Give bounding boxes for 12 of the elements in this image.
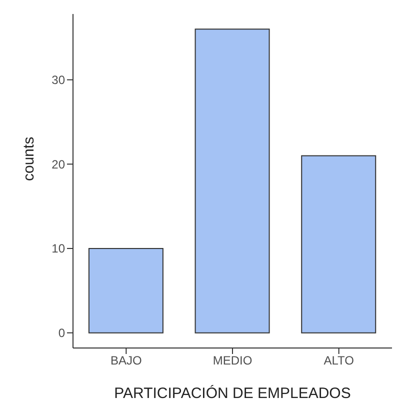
- x-axis-title: PARTICIPACIÓN DE EMPLEADOS: [114, 384, 351, 402]
- bar: [194, 28, 270, 334]
- y-tick-label: 30: [52, 73, 66, 88]
- bar: [301, 155, 376, 334]
- x-tick-label: ALTO: [324, 354, 354, 368]
- bar: [88, 248, 164, 334]
- x-tick-label: MEDIO: [212, 354, 252, 368]
- y-axis-title: counts: [20, 136, 38, 181]
- x-tick-label: BAJO: [110, 354, 142, 368]
- y-tick-label: 10: [52, 242, 66, 256]
- y-tick-label: 20: [52, 157, 66, 172]
- y-tick-label: 0: [58, 326, 66, 340]
